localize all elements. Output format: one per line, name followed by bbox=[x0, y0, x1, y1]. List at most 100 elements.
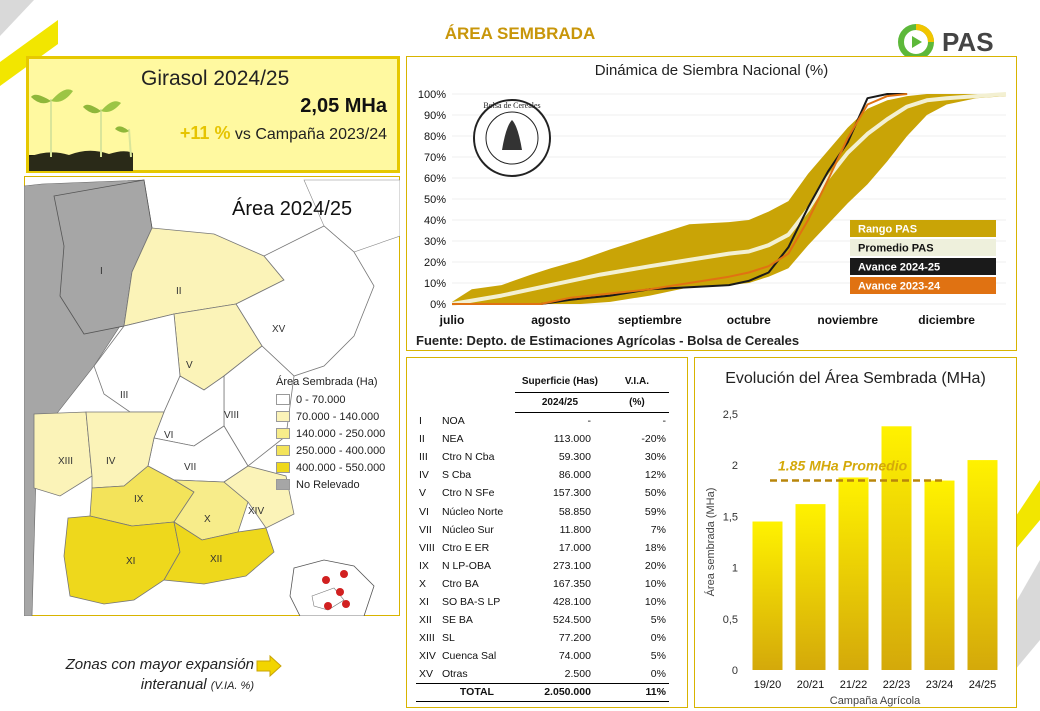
legend-label: 250.000 - 400.000 bbox=[296, 444, 386, 457]
table-cell: 167.350 bbox=[552, 577, 591, 590]
bar-23-24 bbox=[924, 480, 955, 670]
bar-22-23 bbox=[881, 426, 912, 670]
expansion-line2: interanual bbox=[140, 676, 207, 693]
zones-table: Superficie (Has) V.I.A. 2024/25 (%) I NOA… bbox=[416, 372, 669, 703]
sowing-line-chart: 0% 10% 20% 30% 40% 50% 60% 70% 80% 90% 100% julio ag… bbox=[418, 89, 1007, 327]
bolsa-cereales-seal-icon: Bolsa de Cereales bbox=[473, 99, 551, 177]
zone-label-XV: XV bbox=[272, 324, 286, 335]
x-tick-label: noviembre bbox=[817, 313, 878, 327]
table-cell: 10% bbox=[644, 577, 666, 590]
table-cell: 524.500 bbox=[552, 614, 591, 627]
y-tick-label: 2 bbox=[732, 460, 738, 472]
table-header bbox=[439, 372, 515, 392]
legend-label: 140.000 - 250.000 bbox=[296, 427, 386, 440]
bar-20-21 bbox=[795, 504, 826, 670]
table-cell: SL bbox=[441, 632, 455, 645]
map-region-paraguay bbox=[303, 179, 400, 253]
x-tick-label: 23/24 bbox=[926, 679, 954, 691]
table-row: XV Otras 2.500 0% bbox=[416, 665, 669, 683]
table-cell: IV bbox=[419, 469, 429, 482]
table-header bbox=[416, 372, 439, 392]
table-cell: XV bbox=[419, 668, 434, 681]
table-row: V Ctro N SFe 157.300 50% bbox=[416, 484, 669, 502]
table-cell: 58.850 bbox=[558, 505, 591, 518]
table-cell: V bbox=[419, 487, 427, 500]
table-cell: 2.500 bbox=[564, 668, 591, 681]
legend-label: 70.000 - 140.000 bbox=[296, 410, 380, 423]
expansion-pin-icons bbox=[322, 570, 350, 610]
argentina-zone-map: I II III IV V VI VII VIII IX X XI XII XI… bbox=[24, 179, 400, 616]
legend-item: 140.000 - 250.000 bbox=[276, 425, 394, 442]
y-tick-label: 0 bbox=[732, 665, 738, 677]
legend-item: 70.000 - 140.000 bbox=[276, 408, 394, 425]
sowing-chart-title: Dinámica de Siembra Nacional (%) bbox=[594, 62, 829, 79]
table-row: VIII Ctro E ER 17.000 18% bbox=[416, 539, 669, 557]
table-row: XI SO BA-S LP 428.100 10% bbox=[416, 593, 669, 611]
table-cell: 113.000 bbox=[553, 433, 591, 446]
table-cell: II bbox=[419, 433, 425, 446]
table-cell: 10% bbox=[644, 595, 666, 608]
table-cell: 428.100 bbox=[552, 595, 591, 608]
table-cell: 7% bbox=[650, 523, 666, 536]
table-cell: N LP-OBA bbox=[441, 559, 491, 572]
table-cell: 18% bbox=[644, 541, 666, 554]
arrow-right-icon bbox=[256, 655, 282, 677]
y-tick-label: 90% bbox=[424, 110, 446, 122]
table-cell: 11.800 bbox=[559, 523, 591, 536]
table-subheader bbox=[416, 392, 439, 412]
zone-XII-shape bbox=[163, 521, 275, 585]
table-cell: 50% bbox=[644, 487, 666, 500]
table-cell: 86.000 bbox=[558, 469, 591, 482]
legend-title: Área Sembrada (Ha) bbox=[276, 376, 378, 388]
table-cell: XI bbox=[419, 595, 429, 608]
chart-legend-box bbox=[850, 258, 996, 275]
table-row: IX N LP-OBA 273.100 20% bbox=[416, 557, 669, 575]
table-row: VI Núcleo Norte 58.850 59% bbox=[416, 502, 669, 520]
table-cell: 59% bbox=[644, 505, 666, 518]
y-tick-label: 60% bbox=[424, 173, 446, 185]
table-cell: Núcleo Sur bbox=[441, 523, 494, 536]
table-cell: XIV bbox=[419, 650, 436, 663]
table-row: XIII SL 77.200 0% bbox=[416, 629, 669, 647]
table-cell: Ctro N Cba bbox=[441, 451, 495, 464]
table-cell: 157.300 bbox=[552, 487, 591, 500]
zone-label-II: II bbox=[176, 286, 182, 297]
table-cell: Ctro BA bbox=[441, 577, 479, 590]
chart-legend-label: Promedio PAS bbox=[858, 243, 934, 255]
x-tick-label: agosto bbox=[531, 313, 570, 327]
table-row: XII SE BA 524.500 5% bbox=[416, 611, 669, 629]
table-header: Superficie (Has) bbox=[514, 372, 605, 393]
table-row: III Ctro N Cba 59.300 30% bbox=[416, 448, 669, 466]
table-cell: - bbox=[662, 415, 666, 428]
chart-legend-box bbox=[850, 220, 996, 237]
table-row: I NOA - - bbox=[416, 412, 669, 430]
summary-title: Girasol 2024/25 bbox=[141, 67, 290, 90]
table-cell: 74.000 bbox=[558, 650, 591, 663]
table-cell: VII bbox=[419, 523, 432, 536]
y-tick-label: 30% bbox=[424, 236, 446, 248]
y-tick-label: 1,5 bbox=[723, 511, 738, 523]
legend-swatch bbox=[276, 411, 290, 422]
table-cell: Cuenca Sal bbox=[441, 650, 497, 663]
pas-logo-icon bbox=[898, 24, 934, 60]
legend-item: 250.000 - 400.000 bbox=[276, 442, 394, 459]
summary-card: Girasol 2024/25 2,05 MHa +11 % vs Campañ… bbox=[26, 56, 400, 173]
table-cell: 30% bbox=[644, 451, 666, 464]
x-tick-label: septiembre bbox=[618, 313, 682, 327]
table-cell: SE BA bbox=[441, 614, 473, 627]
y-tick-label: 70% bbox=[424, 152, 446, 164]
table-cell: VI bbox=[419, 505, 429, 518]
legend-swatch bbox=[276, 462, 290, 473]
logo-text: PAS bbox=[942, 26, 994, 57]
table-cell: 11% bbox=[604, 682, 669, 703]
chart-legend-label: Rango PAS bbox=[858, 224, 917, 236]
table-cell: 5% bbox=[650, 614, 666, 627]
seal-text: Bolsa de Cereales bbox=[483, 101, 540, 110]
zone-label-XII: XII bbox=[210, 554, 222, 565]
chart-legend-box bbox=[850, 239, 996, 256]
y-tick-label: 2,5 bbox=[723, 409, 738, 421]
table-subheader: 2024/25 bbox=[514, 392, 605, 413]
y-tick-label: 40% bbox=[424, 215, 446, 227]
table-cell bbox=[416, 682, 439, 703]
table-header: V.I.A. bbox=[604, 372, 669, 393]
